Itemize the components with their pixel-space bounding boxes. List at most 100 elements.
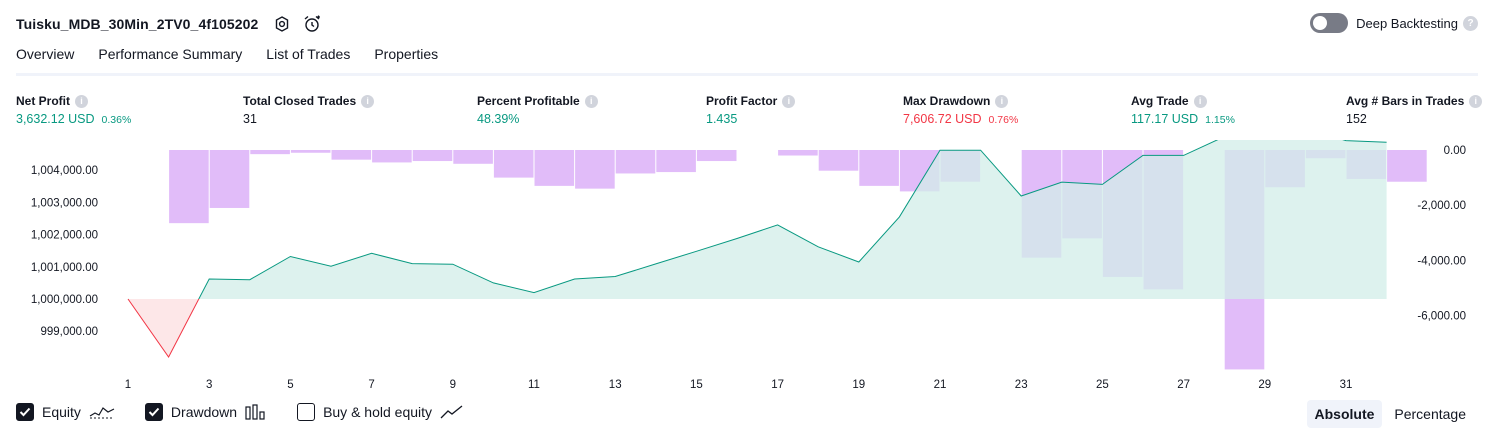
drawdown-bars-icon (245, 404, 267, 420)
metric-value: 152 (1346, 112, 1367, 126)
drawdown-bar (372, 150, 412, 163)
metric-avg-bars: Avg # Bars in Trades i 152 (1346, 94, 1483, 126)
drawdown-bar (778, 150, 818, 156)
x-axis-tick: 25 (1096, 379, 1109, 391)
x-axis-tick: 29 (1258, 379, 1271, 391)
value-mode-switch: Absolute Percentage (1303, 400, 1475, 428)
x-axis-tick: 5 (287, 379, 293, 391)
info-icon[interactable]: i (584, 94, 598, 108)
info-icon[interactable]: i (782, 94, 796, 108)
equity-line-icon (89, 404, 115, 420)
legend-drawdown[interactable]: Drawdown (144, 403, 267, 421)
info-icon[interactable]: i (361, 94, 375, 108)
metric-percent-profitable: Percent Profitable i 48.39% (477, 94, 598, 126)
info-icon[interactable]: i (995, 94, 1009, 108)
x-axis-tick: 11 (528, 379, 540, 391)
metric-percent: 0.36% (101, 114, 132, 126)
settings-icon[interactable] (272, 14, 292, 34)
drawdown-bar (412, 150, 453, 162)
x-axis-tick: 1 (125, 379, 131, 391)
tab-list-of-trades[interactable]: List of Trades (266, 46, 351, 62)
drawdown-bar (656, 150, 696, 173)
metric-value: 1.435 (706, 112, 738, 126)
right-axis-tick: -4,000.00 (1417, 255, 1466, 267)
equity-checkbox[interactable] (16, 403, 34, 421)
buy-hold-line-icon (440, 404, 464, 420)
x-axis-tick: 23 (1015, 379, 1028, 391)
drawdown-checkbox[interactable] (144, 403, 163, 421)
x-axis-tick: 31 (1340, 379, 1353, 391)
legend-buy-hold[interactable]: Buy & hold equity (297, 403, 464, 421)
metric-value: 31 (243, 112, 257, 126)
right-axis-tick: -2,000.00 (1417, 200, 1466, 212)
x-axis-tick: 27 (1177, 379, 1190, 391)
metric-label: Profit Factor (706, 94, 778, 108)
info-icon[interactable]: i (1469, 94, 1483, 108)
deep-backtesting-label: Deep Backtesting (1356, 15, 1458, 31)
metric-total-closed-trades: Total Closed Trades i 31 (243, 94, 375, 126)
metric-value: 48.39% (477, 112, 520, 126)
legend-buy-hold-label: Buy & hold equity (323, 404, 433, 420)
drawdown-bar (290, 150, 331, 153)
drawdown-bar (453, 150, 493, 164)
drawdown-bar (859, 150, 899, 186)
x-axis-tick: 13 (609, 379, 622, 391)
drawdown-bar (818, 150, 859, 171)
deep-backtesting: Deep Backtesting ? (1310, 13, 1478, 33)
help-icon[interactable]: ? (1463, 15, 1478, 31)
info-icon[interactable]: i (1193, 94, 1207, 108)
metric-value: 3,632.12 USD (16, 112, 95, 126)
drawdown-bar (250, 150, 290, 155)
tabs-divider (16, 73, 1478, 76)
right-axis-tick: 0.00 (1444, 145, 1466, 157)
equity-drawdown-chart[interactable]: 999,000.00 1,000,000.00 1,001,000.00 1,002,… (0, 140, 1494, 392)
metric-value: 117.17 USD (1131, 112, 1199, 126)
drawdown-bar (169, 150, 209, 224)
x-axis-tick: 9 (450, 379, 456, 391)
metric-value: 7,606.72 USD (903, 112, 982, 126)
metric-label: Avg # Bars in Trades (1346, 94, 1465, 108)
right-axis-tick: -6,000.00 (1417, 311, 1466, 323)
left-axis-tick: 1,002,000.00 (31, 230, 98, 242)
metric-label: Total Closed Trades (243, 94, 357, 108)
tab-overview[interactable]: Overview (16, 46, 75, 76)
drawdown-bar (696, 150, 737, 162)
metric-max-drawdown: Max Drawdown i 7,606.72 USD 0.76% (903, 94, 1018, 126)
equity-profit-area (128, 140, 1387, 299)
drawdown-bar (493, 150, 534, 178)
drawdown-bar (331, 150, 372, 160)
drawdown-bar (1387, 150, 1427, 182)
x-axis-tick: 21 (934, 379, 947, 391)
x-axis-tick: 17 (771, 379, 784, 391)
mode-absolute-button[interactable]: Absolute (1306, 400, 1383, 428)
legend-equity-label: Equity (42, 404, 81, 420)
metric-percent: 1.15% (1205, 114, 1235, 126)
tab-bar: Overview Performance Summary List of Tra… (16, 46, 462, 76)
left-axis-tick: 1,003,000.00 (31, 197, 98, 209)
tab-performance-summary[interactable]: Performance Summary (98, 46, 243, 62)
tab-properties[interactable]: Properties (374, 46, 439, 62)
legend-drawdown-label: Drawdown (170, 404, 238, 420)
legend-equity[interactable]: Equity (16, 403, 115, 421)
alarm-clock-icon[interactable] (302, 14, 322, 34)
left-axis-tick: 1,000,000.00 (31, 294, 98, 306)
metric-label: Net Profit (16, 94, 70, 108)
deep-backtesting-toggle[interactable] (1310, 13, 1349, 33)
x-axis-tick: 15 (690, 379, 703, 391)
buy-hold-checkbox[interactable] (297, 403, 316, 421)
drawdown-bar (209, 150, 250, 208)
strategy-name: Tuisku_MDB_30Min_2TV0_4f105202 (16, 16, 259, 32)
metric-label: Percent Profitable (477, 94, 580, 108)
mode-percentage-button[interactable]: Percentage (1394, 406, 1466, 422)
strategy-header: Tuisku_MDB_30Min_2TV0_4f105202 (16, 12, 322, 36)
metric-net-profit: Net Profit i 3,632.12 USD 0.36% (16, 94, 131, 126)
info-icon[interactable]: i (75, 94, 88, 108)
x-axis-tick: 3 (206, 379, 212, 391)
left-axis-tick: 999,000.00 (40, 326, 98, 338)
left-axis-tick: 1,001,000.00 (31, 262, 98, 274)
metric-percent: 0.76% (988, 114, 1019, 126)
chart-legend: Equity Drawdown Buy & hold equity (16, 403, 494, 421)
left-axis-tick: 1,004,000.00 (31, 165, 98, 177)
metric-profit-factor: Profit Factor i 1.435 (706, 94, 796, 126)
metric-label: Avg Trade (1131, 94, 1189, 108)
